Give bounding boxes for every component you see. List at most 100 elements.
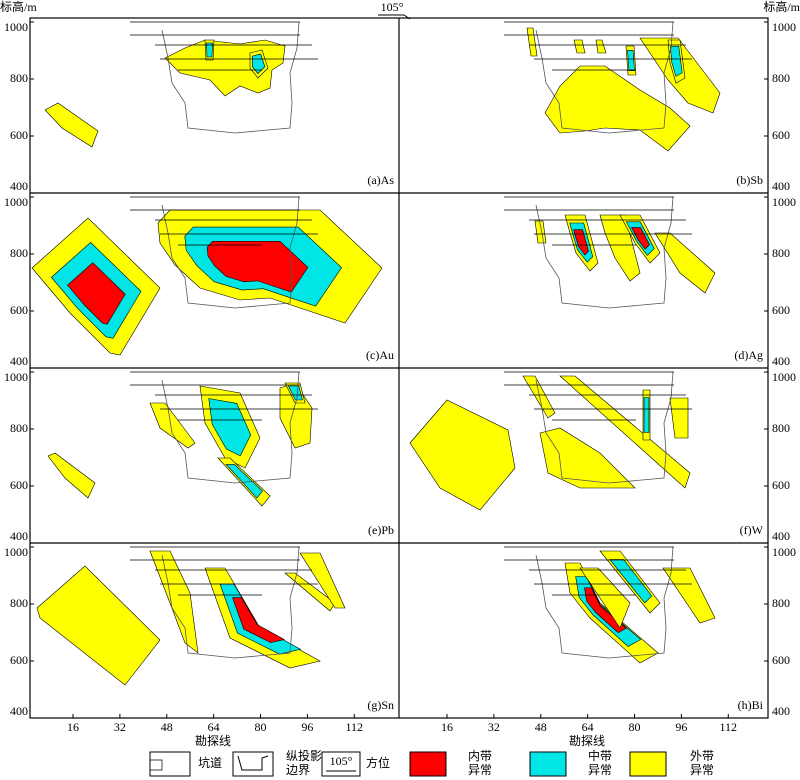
middle-anomaly: [206, 42, 213, 58]
y-tick-label: 600: [772, 653, 790, 667]
x-tick-label: 16: [67, 720, 79, 734]
left-axis-title: 标高/m: [0, 0, 37, 14]
panel-label: (a)As: [367, 173, 394, 187]
panel-label: (f)W: [740, 523, 764, 537]
legend-label: 异常: [468, 763, 492, 777]
inner-anomaly: [232, 597, 286, 643]
panel-label: (g)Sn: [367, 698, 394, 712]
y-tick-label: 400: [10, 529, 28, 543]
y-tick-label: 800: [10, 246, 28, 260]
middle-anomaly: [208, 398, 252, 457]
azimuth: 105°: [381, 0, 404, 14]
x-tick-label: 48: [535, 720, 547, 734]
legend-label: 方位: [366, 755, 390, 770]
y-tick-label: 800: [10, 71, 28, 85]
y-tick-label: 400: [10, 354, 28, 368]
inner-swatch: [409, 751, 447, 777]
x-tick-label: 32: [114, 720, 126, 734]
y-tick-label: 400: [10, 179, 28, 193]
y-tick-label: 600: [772, 303, 790, 317]
panel: (b)Sb 1000 800 600 400: [504, 20, 796, 194]
outer-anomaly: [522, 375, 556, 419]
y-tick-label: 800: [772, 421, 790, 435]
inner-anomaly: [631, 227, 650, 250]
projection-boundary: [535, 196, 674, 309]
panel: (f)W 1000 800 600 400: [409, 370, 796, 544]
x-tick-label: 80: [629, 720, 641, 734]
middle-anomaly: [225, 464, 263, 499]
y-tick-label: 1000: [4, 20, 28, 34]
y-tick-label: 1000: [4, 195, 28, 209]
outer-anomaly: [573, 39, 586, 54]
middle-anomaly: [627, 50, 635, 71]
y-tick-label: 1000: [772, 195, 796, 209]
middle-anomaly: [643, 397, 650, 433]
inner-anomaly: [206, 241, 309, 293]
outer-anomaly: [669, 397, 689, 439]
y-tick-label: 600: [10, 128, 28, 142]
legend-label: 外带: [690, 749, 714, 763]
x-tick-label: 64: [208, 720, 220, 734]
outer-anomaly: [44, 102, 99, 148]
outer-swatch: [629, 751, 667, 777]
outer-anomaly: [559, 375, 691, 489]
legend-label: 异常: [588, 763, 612, 777]
outer-anomaly: [534, 220, 547, 244]
legend-label: 中带: [588, 748, 612, 763]
outer-anomaly: [149, 402, 196, 449]
outer-anomaly: [299, 552, 346, 609]
legend-label: 边界: [286, 763, 310, 777]
azimuth-symbol: 105°: [330, 754, 353, 768]
y-tick-label: 400: [772, 704, 790, 718]
y-tick-label: 600: [10, 478, 28, 492]
x-axis-title: 勘探线: [569, 734, 605, 748]
y-tick-label: 800: [10, 596, 28, 610]
projection-boundary: [161, 196, 300, 309]
panel: (g)Sn 1000 800 600 400: [4, 545, 394, 719]
panel: (d)Ag 1000 800 600 400: [504, 195, 796, 369]
outer-anomaly: [47, 452, 96, 499]
panel-label: (h)Bi: [738, 698, 764, 712]
x-tick-label: 80: [255, 720, 267, 734]
projection-boundary: [161, 546, 300, 659]
y-tick-label: 600: [10, 653, 28, 667]
projection-boundary: [161, 21, 300, 134]
inner-anomaly: [573, 229, 589, 256]
azimuth-symbol-box: [321, 751, 361, 777]
x-tick-label: 48: [161, 720, 173, 734]
legend-label: 纵投影: [286, 748, 322, 763]
tunnel-symbol: [149, 751, 191, 777]
outer-anomaly: [526, 27, 538, 57]
y-tick-label: 800: [10, 421, 28, 435]
projection-boundary: [535, 371, 674, 484]
x-tick-label: 32: [488, 720, 500, 734]
outer-anomaly: [409, 399, 516, 511]
right-axis-title: 标高/m: [763, 0, 800, 14]
middle-anomaly: [609, 559, 653, 604]
projection-boundary: [161, 371, 300, 484]
legend-label: 坑道: [198, 755, 222, 770]
projection-boundary: [535, 546, 674, 659]
outer-anomaly: [539, 427, 636, 489]
projection-boundary: [535, 21, 674, 134]
y-tick-label: 400: [772, 179, 790, 193]
inner-anomaly: [67, 262, 126, 325]
panel: (e)Pb 1000 800 600 400: [4, 370, 394, 544]
x-axis-title: 勘探线: [195, 734, 231, 748]
y-tick-label: 600: [10, 303, 28, 317]
boundary-symbol-box: [232, 751, 274, 777]
y-tick-label: 1000: [4, 370, 28, 384]
y-tick-label: 1000: [772, 545, 796, 559]
y-tick-label: 400: [772, 354, 790, 368]
x-tick-label: 96: [301, 720, 313, 734]
y-tick-label: 400: [10, 704, 28, 718]
tunnel-symbol-detail: [150, 759, 163, 771]
x-tick-label: 96: [675, 720, 687, 734]
panel: (h)Bi 1000 800 600 400: [504, 545, 796, 719]
y-tick-label: 600: [772, 478, 790, 492]
y-tick-label: 800: [772, 71, 790, 85]
middle-swatch: [529, 751, 567, 777]
panel-label: (e)Pb: [368, 523, 394, 537]
y-tick-label: 1000: [4, 545, 28, 559]
